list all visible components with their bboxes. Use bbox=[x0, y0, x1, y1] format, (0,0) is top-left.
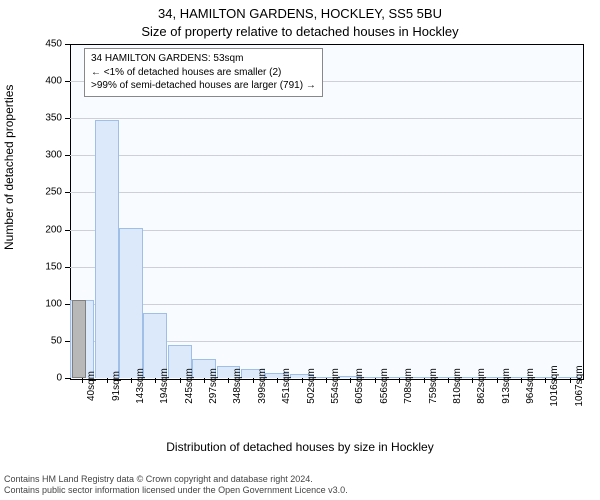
y-tick-mark bbox=[65, 81, 70, 82]
x-tick-mark bbox=[82, 378, 83, 383]
x-tick-label: 554sqm bbox=[330, 368, 341, 404]
x-tick-label: 502sqm bbox=[306, 368, 317, 404]
y-tick-mark bbox=[65, 155, 70, 156]
legend-line-3: >99% of semi-detached houses are larger … bbox=[91, 79, 316, 93]
x-tick-label: 964sqm bbox=[525, 368, 536, 404]
x-tick-mark bbox=[302, 378, 303, 383]
x-tick-label: 297sqm bbox=[208, 368, 219, 404]
x-tick-mark bbox=[472, 378, 473, 383]
y-tick-mark bbox=[65, 230, 70, 231]
x-tick-label: 1067sqm bbox=[574, 365, 585, 406]
x-tick-label: 708sqm bbox=[403, 368, 414, 404]
y-tick-label: 200 bbox=[32, 224, 62, 235]
y-tick-label: 100 bbox=[32, 298, 62, 309]
x-tick-mark bbox=[277, 378, 278, 383]
y-tick-mark bbox=[65, 378, 70, 379]
chart-legend: 34 HAMILTON GARDENS: 53sqm ← <1% of deta… bbox=[84, 48, 323, 97]
x-tick-label: 245sqm bbox=[184, 368, 195, 404]
y-tick-mark bbox=[65, 304, 70, 305]
y-tick-mark bbox=[65, 267, 70, 268]
x-tick-mark bbox=[180, 378, 181, 383]
y-tick-label: 300 bbox=[32, 150, 62, 161]
x-tick-mark bbox=[155, 378, 156, 383]
x-tick-label: 399sqm bbox=[257, 368, 268, 404]
x-tick-mark bbox=[107, 378, 108, 383]
x-tick-label: 143sqm bbox=[135, 368, 146, 404]
page-subtitle: Size of property relative to detached ho… bbox=[0, 24, 600, 39]
x-tick-mark bbox=[448, 378, 449, 383]
x-tick-mark bbox=[228, 378, 229, 383]
x-tick-mark bbox=[521, 378, 522, 383]
x-tick-mark bbox=[424, 378, 425, 383]
y-tick-label: 150 bbox=[32, 261, 62, 272]
x-tick-label: 1016sqm bbox=[549, 365, 560, 406]
x-tick-label: 656sqm bbox=[379, 368, 390, 404]
y-tick-mark bbox=[65, 192, 70, 193]
x-tick-label: 451sqm bbox=[281, 368, 292, 404]
footer-line-2: Contains public sector information licen… bbox=[4, 485, 348, 496]
x-tick-label: 91sqm bbox=[111, 371, 122, 401]
x-tick-mark bbox=[375, 378, 376, 383]
x-tick-mark bbox=[399, 378, 400, 383]
y-tick-label: 450 bbox=[32, 39, 62, 50]
y-tick-mark bbox=[65, 341, 70, 342]
x-tick-label: 759sqm bbox=[428, 368, 439, 404]
x-tick-mark bbox=[350, 378, 351, 383]
x-tick-mark bbox=[326, 378, 327, 383]
x-tick-mark bbox=[497, 378, 498, 383]
footer-line-1: Contains HM Land Registry data © Crown c… bbox=[4, 474, 348, 485]
x-tick-mark bbox=[131, 378, 132, 383]
x-tick-label: 913sqm bbox=[501, 368, 512, 404]
y-tick-label: 0 bbox=[32, 373, 62, 384]
y-tick-label: 350 bbox=[32, 113, 62, 124]
x-tick-mark bbox=[253, 378, 254, 383]
y-tick-label: 250 bbox=[32, 187, 62, 198]
page-address: 34, HAMILTON GARDENS, HOCKLEY, SS5 5BU bbox=[0, 6, 600, 21]
chart-plot-area: 40sqm91sqm143sqm194sqm245sqm297sqm348sqm… bbox=[70, 44, 582, 378]
footer-attribution: Contains HM Land Registry data © Crown c… bbox=[4, 474, 348, 497]
x-tick-mark bbox=[545, 378, 546, 383]
y-tick-label: 50 bbox=[32, 335, 62, 346]
y-tick-mark bbox=[65, 44, 70, 45]
x-tick-label: 40sqm bbox=[86, 371, 97, 401]
legend-line-1: 34 HAMILTON GARDENS: 53sqm bbox=[91, 52, 316, 66]
x-tick-mark bbox=[570, 378, 571, 383]
x-tick-label: 194sqm bbox=[159, 368, 170, 404]
x-tick-label: 810sqm bbox=[452, 368, 463, 404]
x-tick-label: 605sqm bbox=[354, 368, 365, 404]
legend-line-2: ← <1% of detached houses are smaller (2) bbox=[91, 66, 316, 80]
y-tick-mark bbox=[65, 118, 70, 119]
x-tick-mark bbox=[204, 378, 205, 383]
x-tick-label: 862sqm bbox=[476, 368, 487, 404]
y-axis-label: Number of detached properties bbox=[2, 85, 16, 250]
x-axis-label: Distribution of detached houses by size … bbox=[0, 440, 600, 454]
y-tick-label: 400 bbox=[32, 76, 62, 87]
x-tick-label: 348sqm bbox=[232, 368, 243, 404]
